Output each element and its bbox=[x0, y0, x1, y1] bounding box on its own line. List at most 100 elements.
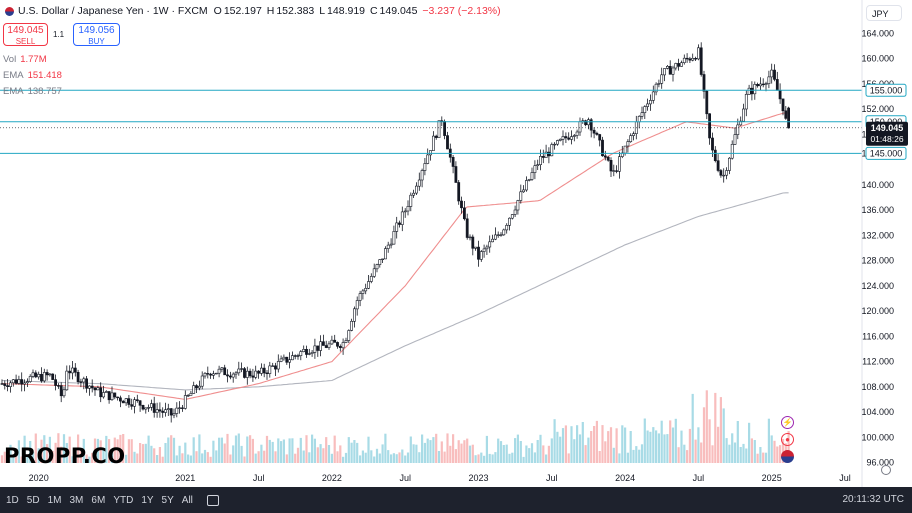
candle-body bbox=[237, 368, 241, 374]
candle bbox=[195, 384, 198, 393]
candle-body bbox=[212, 373, 215, 376]
candle bbox=[722, 168, 726, 183]
volume-bar bbox=[167, 437, 170, 463]
candle bbox=[237, 361, 241, 376]
range-1y[interactable]: 1Y bbox=[141, 494, 154, 506]
volume-bar bbox=[691, 393, 694, 463]
candle bbox=[372, 263, 376, 278]
range-5d[interactable]: 5D bbox=[26, 494, 40, 506]
utc-clock[interactable]: 20:11:32 UTC bbox=[842, 494, 904, 505]
candle-body bbox=[423, 163, 427, 171]
bottom-toolbar: 1D 5D 1M 3M 6M YTD 1Y 5Y All 20:11:32 UT… bbox=[0, 487, 912, 513]
volume-bar bbox=[99, 440, 102, 463]
calendar-icon[interactable] bbox=[206, 494, 219, 506]
volume-bar bbox=[736, 421, 739, 463]
candle bbox=[437, 120, 441, 138]
candle-body bbox=[99, 387, 103, 398]
volume-bar bbox=[209, 456, 212, 463]
candle-body bbox=[147, 407, 151, 409]
flash-event-icon[interactable]: ⚡ bbox=[781, 416, 794, 429]
candle-body bbox=[753, 84, 757, 95]
ema-slow-line bbox=[1, 192, 789, 391]
time-tick-label: 2024 bbox=[615, 473, 635, 483]
buy-button[interactable]: 149.056 BUY bbox=[73, 23, 120, 46]
indicator-ema-slow[interactable]: EMA 138.757 bbox=[3, 86, 62, 97]
candle-body bbox=[744, 94, 748, 110]
candle bbox=[606, 155, 610, 162]
volume-bar bbox=[254, 453, 257, 463]
volume-bar bbox=[26, 455, 29, 463]
candle bbox=[147, 404, 151, 412]
sell-button[interactable]: 149.045 SELL bbox=[3, 23, 48, 46]
volume-bar bbox=[305, 435, 308, 463]
time-axis[interactable]: 2020 2021 Jul 2022 Jul 2023 Jul 2024 Jul 2025 Jul bbox=[29, 473, 851, 483]
indicator-ema-fast[interactable]: EMA 151.418 bbox=[3, 70, 62, 81]
candle-body bbox=[770, 69, 774, 78]
candle bbox=[313, 338, 317, 359]
buy-price: 149.056 bbox=[78, 25, 115, 36]
event-marker-icon[interactable]: ● bbox=[781, 433, 794, 446]
currency-selector[interactable]: JPY bbox=[866, 5, 902, 21]
volume-bar bbox=[429, 440, 432, 463]
volume-bar bbox=[347, 437, 350, 463]
candle-body bbox=[361, 290, 365, 294]
candle bbox=[761, 78, 765, 88]
candle bbox=[172, 408, 176, 419]
candle-body bbox=[505, 225, 509, 231]
price-chart[interactable]: 164.000160.000156.000152.000148.000145.0… bbox=[0, 0, 912, 487]
candle-body bbox=[254, 370, 258, 378]
volume-bar bbox=[327, 445, 331, 463]
volume-bar bbox=[342, 456, 345, 463]
candle-body bbox=[491, 238, 495, 243]
candle bbox=[200, 371, 204, 390]
us-flag-event-icon[interactable] bbox=[781, 450, 794, 463]
candle-body bbox=[778, 90, 782, 100]
volume-bar bbox=[773, 440, 776, 463]
candle-body bbox=[524, 180, 528, 191]
range-all[interactable]: All bbox=[181, 494, 193, 506]
volume-bar bbox=[553, 419, 556, 463]
candle bbox=[17, 375, 21, 385]
volume-bar bbox=[646, 430, 649, 463]
volume-bar bbox=[65, 443, 68, 463]
candle bbox=[544, 144, 548, 158]
range-5y[interactable]: 5Y bbox=[161, 494, 174, 506]
candle-body bbox=[713, 149, 717, 162]
candle bbox=[133, 397, 136, 414]
candle-body bbox=[209, 373, 213, 376]
price-tick-label: 132.000 bbox=[861, 230, 894, 240]
range-1d[interactable]: 1D bbox=[6, 494, 19, 506]
candle-body bbox=[276, 361, 280, 370]
volume-bar bbox=[688, 428, 691, 463]
volume-bar bbox=[172, 437, 176, 463]
candle-body bbox=[719, 170, 723, 176]
indicator-volume[interactable]: Vol 1.77M bbox=[3, 54, 47, 65]
candle-body bbox=[558, 139, 562, 141]
range-1m[interactable]: 1M bbox=[47, 494, 62, 506]
candle bbox=[474, 246, 478, 251]
range-3m[interactable]: 3M bbox=[69, 494, 84, 506]
symbol-title[interactable]: U.S. Dollar / Japanese Yen · 1W · FXCM bbox=[18, 5, 208, 17]
candle bbox=[229, 371, 232, 380]
range-6m[interactable]: 6M bbox=[91, 494, 106, 506]
range-ytd[interactable]: YTD bbox=[113, 494, 134, 506]
candle-body bbox=[367, 281, 370, 289]
candle-body bbox=[632, 133, 635, 136]
candle bbox=[375, 263, 379, 273]
candle-body bbox=[522, 189, 526, 193]
candle bbox=[0, 379, 4, 385]
volume-bar bbox=[748, 422, 751, 463]
horizontal-levels[interactable] bbox=[0, 89, 862, 154]
settings-gear-icon[interactable] bbox=[881, 465, 891, 475]
candle bbox=[79, 378, 83, 388]
candle bbox=[189, 391, 193, 396]
candle bbox=[104, 390, 108, 393]
candle bbox=[166, 403, 170, 416]
volume-bar bbox=[764, 452, 768, 463]
price-axis[interactable]: 164.000160.000156.000152.000148.000145.0… bbox=[861, 29, 908, 468]
volume-bar bbox=[178, 445, 181, 463]
volume-bar bbox=[480, 452, 483, 463]
candle bbox=[570, 130, 573, 145]
candle-body bbox=[398, 222, 401, 225]
volume-bar bbox=[322, 448, 325, 463]
